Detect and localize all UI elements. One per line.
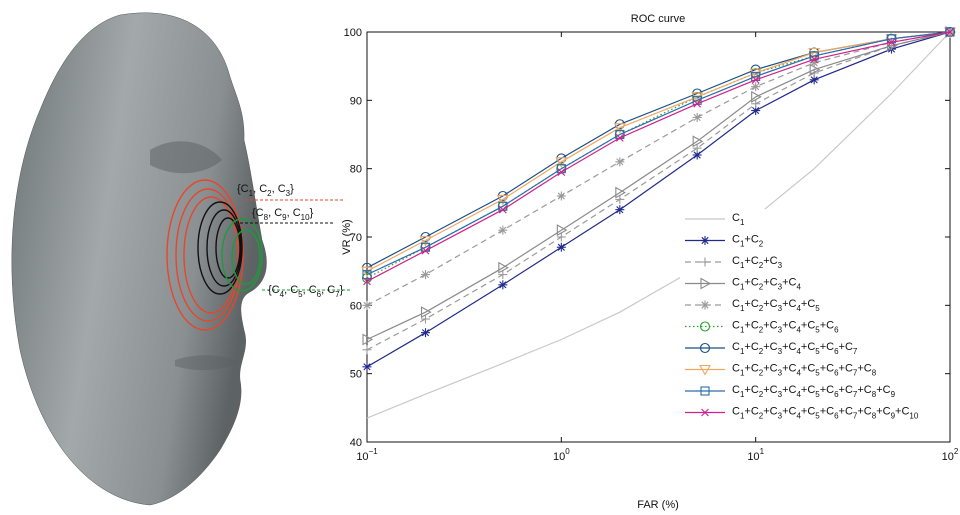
marker: [701, 301, 710, 310]
x-tick-label: 100: [553, 447, 570, 463]
y-tick-label: 60: [350, 300, 362, 312]
marker: [557, 192, 566, 201]
marker: [363, 301, 372, 310]
face-render: [12, 13, 350, 505]
marker: [615, 205, 624, 214]
marker: [363, 345, 372, 354]
annotation: {C8, C9, C10}: [252, 207, 314, 222]
y-tick-label: 40: [350, 437, 362, 449]
marker: [498, 226, 507, 235]
marker: [615, 157, 624, 166]
y-tick-label: 70: [350, 232, 362, 244]
marker: [498, 280, 507, 289]
marker: [421, 315, 430, 324]
x-axis-label: FAR (%): [637, 499, 679, 511]
face-surface: [12, 13, 267, 505]
marker: [615, 195, 624, 204]
y-tick-label: 80: [350, 164, 362, 176]
figure: ROC curve FAR (%) VR (%) {C1, C2, C3}{C8…: [0, 0, 960, 515]
marker: [498, 270, 507, 279]
marker: [421, 270, 430, 279]
marker: [363, 362, 372, 371]
y-tick-label: 100: [344, 27, 362, 39]
marker: [751, 99, 760, 108]
marker: [421, 328, 430, 337]
marker: [701, 236, 710, 245]
x-tick-label: 10−1: [356, 447, 378, 463]
marker: [557, 243, 566, 252]
marker: [557, 233, 566, 242]
annotation: {C4, C5, C6, C7}: [268, 284, 344, 299]
x-tick-label: 101: [747, 447, 764, 463]
chart-title: ROC curve: [631, 13, 685, 25]
marker: [693, 113, 702, 122]
marker: [693, 144, 702, 153]
y-tick-label: 90: [350, 95, 362, 107]
x-tick-label: 102: [942, 447, 959, 463]
y-tick-label: 50: [350, 369, 362, 381]
page: ROC curve FAR (%) VR (%) {C1, C2, C3}{C8…: [0, 0, 960, 515]
